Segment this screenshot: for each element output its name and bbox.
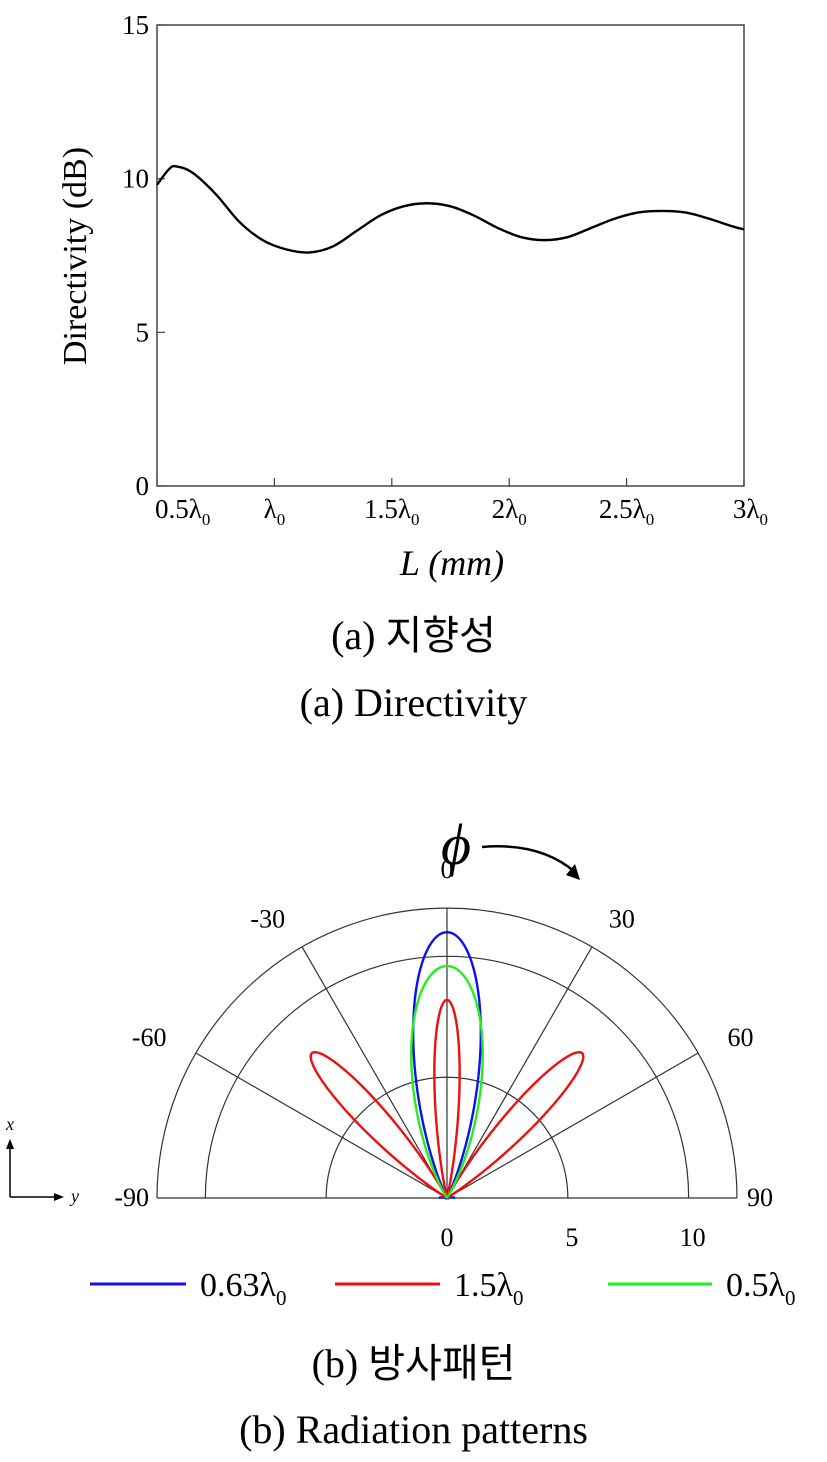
polar-spoke bbox=[195, 1052, 448, 1199]
legend-label: 0.5λ0 bbox=[726, 1267, 796, 1310]
phi-symbol: ϕ bbox=[441, 812, 471, 877]
polar-spoke bbox=[301, 946, 448, 1199]
y-axis-arrow-icon bbox=[54, 1193, 64, 1201]
angle-tick-label: 60 bbox=[727, 1023, 753, 1052]
x-tick-label: 0.5λ0 bbox=[155, 494, 210, 529]
phi-direction-arrow bbox=[481, 845, 576, 873]
radial-tick-label: 5 bbox=[565, 1223, 578, 1252]
angle-tick-label: 30 bbox=[609, 905, 635, 934]
y-tick-label: 5 bbox=[136, 317, 150, 347]
polar-labels: -90 -60 -30 0 30 60 90 0 5 10 bbox=[114, 855, 773, 1252]
figure-b-caption-english: (b) Radiation patterns bbox=[239, 1407, 588, 1452]
angle-tick-label: -90 bbox=[114, 1183, 149, 1212]
angle-tick-label: 0 bbox=[441, 855, 454, 884]
radiation-curve bbox=[309, 998, 585, 1200]
directivity-plot-frame bbox=[156, 24, 745, 487]
x-tick-label: 2λ0 bbox=[492, 494, 527, 529]
radial-tick-label: 0 bbox=[441, 1223, 454, 1252]
polar-spoke bbox=[446, 1052, 699, 1199]
legend-label: 1.5λ0 bbox=[454, 1267, 524, 1310]
directivity-tick-labels: 0.5λ0 λ0 1.5λ0 2λ0 2.5λ0 3λ0 0 5 10 15 bbox=[122, 10, 768, 529]
directivity-chart: 0.5λ0 λ0 1.5λ0 2λ0 2.5λ0 3λ0 0 5 10 15 Directivit… bbox=[57, 10, 768, 583]
polar-grid bbox=[156, 907, 738, 1199]
figure-a-caption-korean: (a) 지향성 bbox=[331, 613, 496, 658]
y-tick-label: 0 bbox=[136, 471, 150, 501]
x-tick-label: 3λ0 bbox=[733, 494, 768, 529]
figure-a-caption-english: (a) Directivity bbox=[299, 680, 528, 725]
directivity-x-axis-label: L (mm) bbox=[399, 543, 504, 583]
radiation-curve bbox=[410, 964, 484, 1199]
xy-axis-indicator: x y bbox=[5, 1114, 79, 1206]
angle-tick-label: 90 bbox=[747, 1183, 773, 1212]
angle-tick-label: -30 bbox=[250, 905, 285, 934]
polar-spoke bbox=[446, 946, 593, 1199]
x-tick-label: 1.5λ0 bbox=[364, 494, 419, 529]
directivity-y-axis-label: Directivity (dB) bbox=[57, 147, 94, 365]
figure-b-caption-korean: (b) 방사패턴 bbox=[311, 1341, 516, 1386]
angle-tick-label: -60 bbox=[132, 1023, 167, 1052]
y-tick-label: 10 bbox=[122, 164, 149, 194]
phi-arrow-head-icon bbox=[566, 864, 580, 880]
y-tick-label: 15 bbox=[122, 10, 149, 40]
x-axis-arrow-icon bbox=[6, 1139, 14, 1149]
x-tick-label: 2.5λ0 bbox=[599, 494, 654, 529]
x-axis-indicator-label: x bbox=[5, 1114, 14, 1134]
legend-label: 0.63λ0 bbox=[200, 1267, 287, 1310]
y-axis-indicator-label: y bbox=[69, 1186, 79, 1206]
directivity-ticks bbox=[156, 24, 745, 487]
polar-legend: 0.63λ0 1.5λ0 0.5λ0 bbox=[90, 1267, 796, 1310]
radial-tick-label: 10 bbox=[680, 1223, 706, 1252]
polar-curves bbox=[309, 930, 585, 1200]
x-tick-label: λ0 bbox=[264, 494, 286, 529]
directivity-curve bbox=[156, 165, 745, 254]
